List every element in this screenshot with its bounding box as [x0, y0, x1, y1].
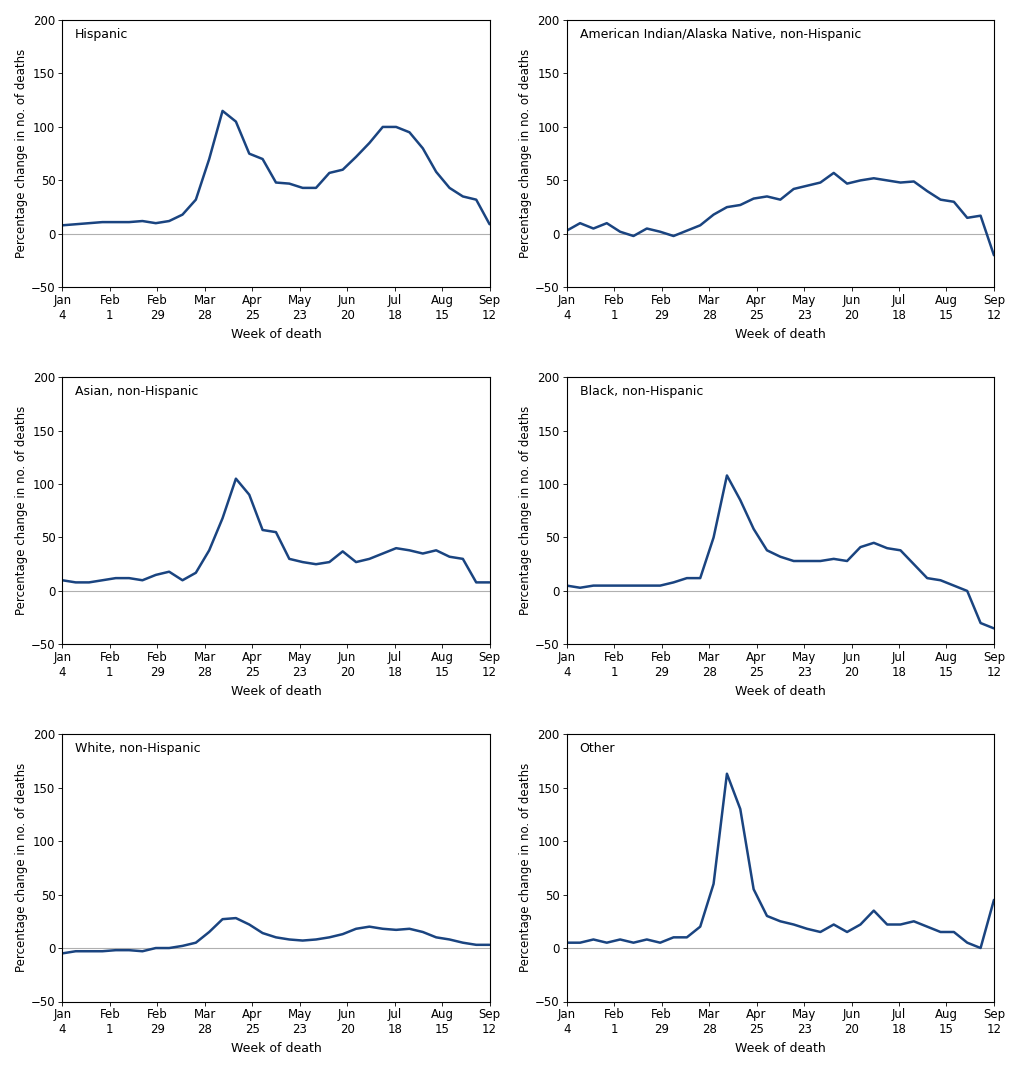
X-axis label: Week of death: Week of death — [230, 1042, 321, 1055]
Y-axis label: Percentage change in no. of deaths: Percentage change in no. of deaths — [15, 49, 28, 258]
X-axis label: Week of death: Week of death — [230, 685, 321, 698]
Text: Asian, non-Hispanic: Asian, non-Hispanic — [75, 385, 199, 398]
X-axis label: Week of death: Week of death — [735, 327, 825, 341]
Y-axis label: Percentage change in no. of deaths: Percentage change in no. of deaths — [15, 407, 28, 615]
X-axis label: Week of death: Week of death — [230, 327, 321, 341]
Y-axis label: Percentage change in no. of deaths: Percentage change in no. of deaths — [519, 49, 532, 258]
Text: Black, non-Hispanic: Black, non-Hispanic — [579, 385, 702, 398]
Y-axis label: Percentage change in no. of deaths: Percentage change in no. of deaths — [519, 407, 532, 615]
X-axis label: Week of death: Week of death — [735, 1042, 825, 1055]
Text: White, non-Hispanic: White, non-Hispanic — [75, 743, 201, 755]
Text: Hispanic: Hispanic — [75, 28, 128, 41]
Y-axis label: Percentage change in no. of deaths: Percentage change in no. of deaths — [519, 763, 532, 973]
X-axis label: Week of death: Week of death — [735, 685, 825, 698]
Text: Other: Other — [579, 743, 614, 755]
Text: American Indian/Alaska Native, non-Hispanic: American Indian/Alaska Native, non-Hispa… — [579, 28, 860, 41]
Y-axis label: Percentage change in no. of deaths: Percentage change in no. of deaths — [15, 763, 28, 973]
